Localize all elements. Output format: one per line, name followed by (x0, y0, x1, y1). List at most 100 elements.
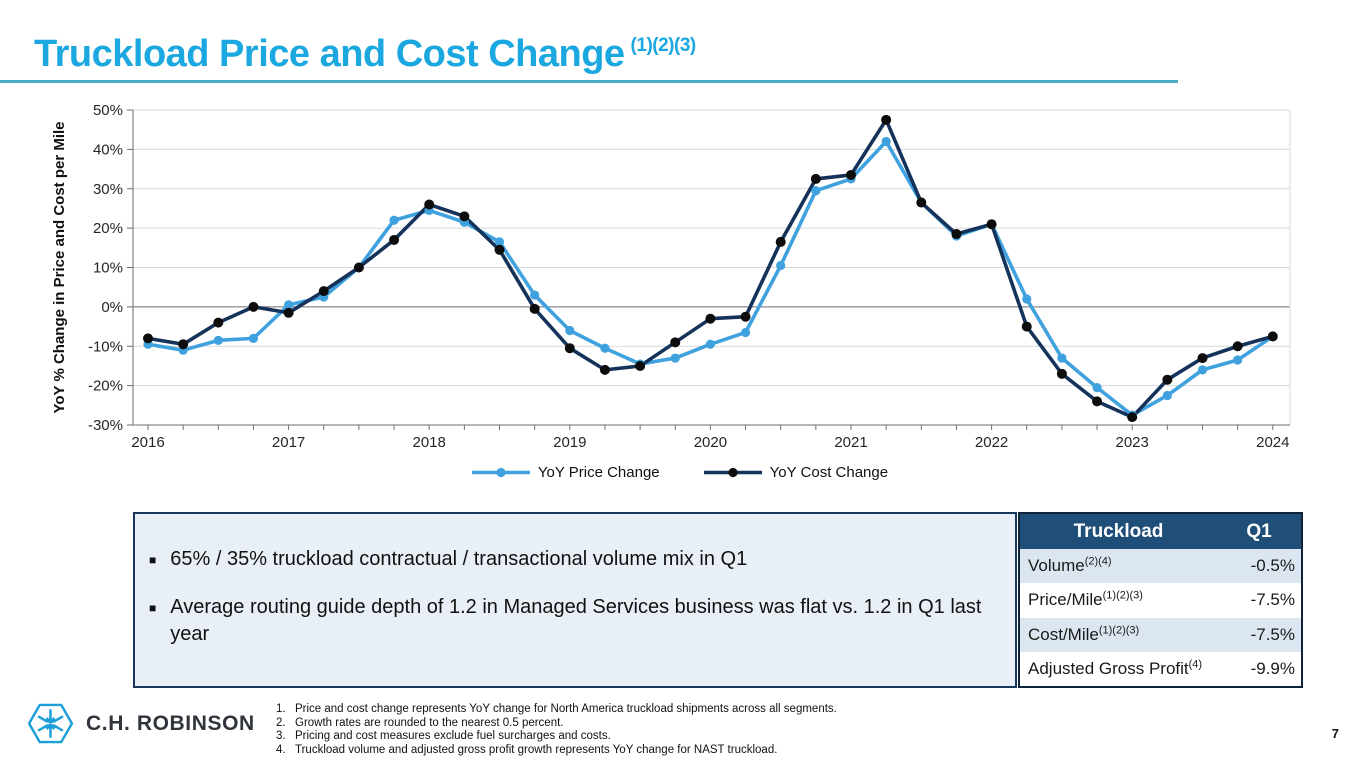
y-tick-label: -10% (88, 338, 123, 355)
data-point (1197, 365, 1208, 375)
x-tick-label: 2023 (1116, 434, 1149, 451)
data-point (284, 300, 294, 310)
data-point (1232, 341, 1243, 352)
data-point (353, 262, 364, 273)
y-tick-label: 30% (93, 181, 123, 198)
data-point (1197, 353, 1208, 364)
series-line-1 (146, 118, 1275, 419)
legend-item-0: YoY Price Change (471, 464, 660, 481)
data-point (565, 325, 575, 336)
x-tick-label: 2024 (1256, 434, 1289, 451)
table-row-value: -7.5% (1250, 624, 1295, 644)
footnote-item-3: 3. Pricing and cost measures exclude fuel… (276, 730, 837, 742)
truckload-table: Truckload Q1 Volume(2)(4) -0.5% Price/Mile… (1018, 512, 1303, 689)
data-point (705, 313, 716, 324)
table-row-footnote-refs: (4) (1188, 658, 1203, 671)
page-title-text: Truckload Price and Cost Change (34, 33, 625, 76)
data-point (775, 236, 786, 247)
table-body: Volume(2)(4) -0.5% Price/Mile(1)(2)(3) -7.5… (1020, 549, 1301, 686)
data-point (740, 327, 751, 338)
table-row: Adjusted Gross Profit(4) -9.9% (1020, 652, 1301, 686)
chart-legend: YoY Price Change YoY Cost Change (50, 464, 1310, 481)
data-point (283, 307, 294, 318)
data-point (564, 343, 575, 354)
x-tick-label: 2018 (413, 434, 446, 451)
data-point (1162, 390, 1172, 401)
data-point (424, 199, 435, 210)
data-point (494, 244, 505, 255)
table-header-truckload: Truckload (1073, 520, 1164, 542)
table-row: Price/Mile(1)(2)(3) -7.5% (1020, 583, 1301, 617)
footnote-number: 1. (276, 703, 286, 715)
y-tick-label: 50% (93, 102, 123, 119)
company-logo: C.H. ROBINSON (26, 699, 255, 748)
data-point (318, 286, 329, 297)
y-tick-label: -20% (88, 378, 123, 395)
data-point (916, 197, 927, 208)
data-point (986, 219, 997, 230)
page-title: Truckload Price and Cost Change (1)(2)(3) (34, 33, 696, 76)
data-point (1092, 396, 1103, 407)
data-point (1057, 353, 1067, 363)
data-point (740, 311, 751, 322)
footnotes: 1. Price and cost change represents YoY c… (276, 703, 837, 757)
data-point (529, 303, 540, 314)
y-tick-label: 20% (93, 220, 123, 237)
data-point (810, 173, 821, 184)
table-row-label: Adjusted Gross Profit(4) (1028, 658, 1203, 679)
footnote-text: Price and cost change represents YoY cha… (295, 703, 837, 715)
data-point (1056, 368, 1067, 379)
table-row-footnote-refs: (1)(2)(3) (1102, 589, 1143, 602)
x-tick-label: 2017 (272, 434, 305, 451)
chart-svg: -30% -20% -10% 0% 10% 20% 30% 40% 50% 2016 2017 201… (51, 102, 1291, 451)
legend-item-1: YoY Cost Change (703, 464, 889, 481)
data-point (881, 114, 892, 125)
footnote-number: 3. (276, 730, 286, 743)
data-point (881, 136, 891, 147)
data-point (178, 339, 189, 350)
footnote-text: Growth rates are rounded to the nearest … (295, 716, 564, 729)
legend-label: YoY Cost Change (769, 464, 889, 481)
legend-label: YoY Price Change (537, 464, 660, 481)
y-axis-title: YoY % Change in Price and Cost per Mile (51, 121, 68, 413)
title-underline (0, 80, 1178, 83)
data-point (1162, 374, 1173, 385)
logo-text: C.H. ROBINSON (86, 711, 255, 735)
table-header-q1: Q1 (1246, 520, 1272, 542)
data-point (776, 260, 786, 271)
footnote-text: Pricing and cost measures exclude fuel s… (295, 730, 611, 743)
table-header-row: Truckload Q1 (1020, 514, 1301, 549)
data-point (1022, 294, 1032, 304)
bullet-text: 65% / 35% truckload contractual / transa… (170, 548, 748, 570)
data-point (811, 186, 821, 196)
footnote-item-2: 2. Growth rates are rounded to the neares… (276, 717, 837, 729)
bullet-marker-icon: ■ (149, 553, 157, 567)
legend-swatch-icon (703, 467, 762, 478)
table-row-value: -7.5% (1250, 590, 1295, 610)
data-point (248, 333, 259, 343)
data-point (213, 335, 223, 345)
page-number: 7 (1331, 726, 1339, 741)
data-point (670, 353, 680, 363)
data-point (389, 234, 400, 245)
x-tick-label: 2022 (975, 434, 1008, 451)
hexagon-arrows-icon (27, 703, 74, 744)
data-point (1267, 331, 1278, 342)
footnote-number: 2. (276, 716, 286, 729)
data-point (846, 169, 856, 180)
data-point (635, 360, 646, 371)
bullet-marker-icon: ■ (149, 600, 157, 615)
table-row-label: Cost/Mile(1)(2)(3) (1028, 624, 1140, 644)
footnote-item-4: 4. Truckload volume and adjusted gross pr… (276, 744, 837, 756)
table-row: Volume(2)(4) -0.5% (1020, 549, 1301, 584)
y-tick-label: 40% (93, 141, 123, 158)
table-row-footnote-refs: (1)(2)(3) (1098, 624, 1140, 637)
bullet-text: Average routing guide depth of 1.2 in Ma… (170, 595, 982, 646)
data-point (494, 237, 505, 247)
data-point (1092, 382, 1102, 393)
callout-bullets: ■ 65% / 35% truckload contractual / trans… (149, 546, 991, 649)
data-point (530, 290, 540, 300)
x-tick-label: 2021 (834, 434, 867, 451)
data-point (600, 343, 610, 353)
y-tick-label: 10% (93, 260, 123, 277)
